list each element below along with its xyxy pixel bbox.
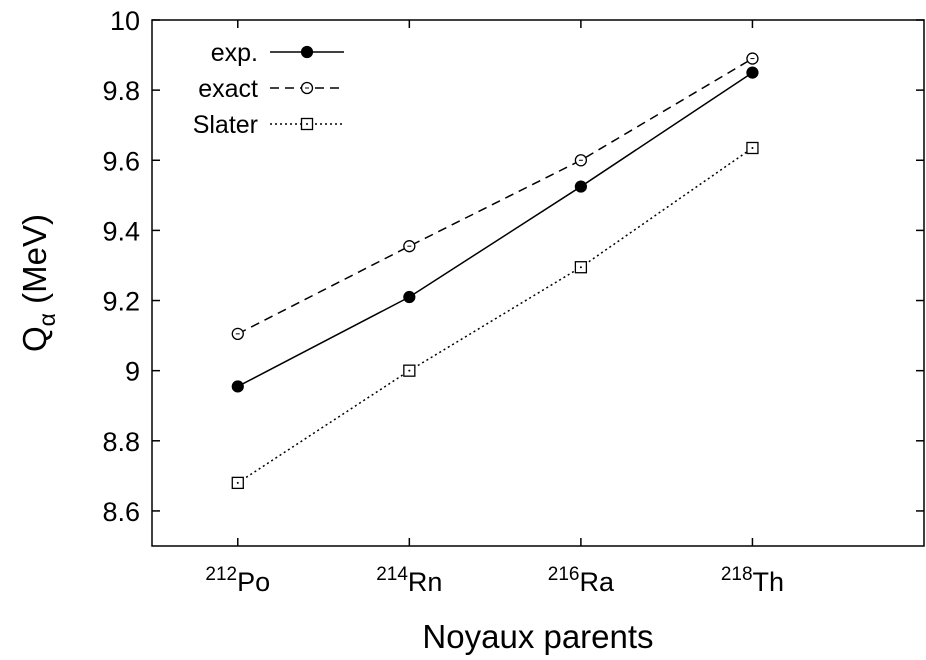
data-point: [746, 141, 759, 155]
legend-marker: [300, 117, 314, 131]
legend-item: exp.: [211, 39, 344, 67]
marker-dot: [751, 146, 754, 149]
y-tick-label: 9.2: [102, 287, 140, 317]
y-axis-label-sub: α: [34, 313, 60, 326]
legend-marker: [300, 81, 314, 95]
legend-label: exp.: [211, 39, 258, 67]
marker-dot: [408, 369, 411, 372]
y-tick-label: 9: [125, 357, 140, 387]
marker-dot: [579, 266, 582, 269]
x-axis-label: Noyaux parents: [422, 618, 653, 655]
legend-label: Slater: [193, 111, 258, 139]
series-slater: [231, 141, 759, 490]
data-point: [574, 180, 587, 193]
x-tick-label-mass: 212: [205, 564, 237, 585]
x-tick-label-element: Ra: [579, 567, 614, 597]
legend-label: exact: [198, 75, 258, 103]
data-point: [403, 240, 416, 253]
series-exp: [231, 66, 759, 393]
y-tick-label: 8.8: [102, 427, 140, 457]
data-point: [403, 364, 416, 377]
data-point: [231, 327, 244, 340]
legend: exp. exact Slater: [193, 39, 344, 139]
y-axis: 8.6 8.8 9 9.2 9.4 9.6 9.8 10: [102, 6, 924, 527]
y-tick-label: 9.4: [102, 216, 140, 246]
y-axis-label-group: Qα (MeV): [16, 214, 60, 352]
series-layer: [231, 52, 759, 490]
legend-item: exact: [198, 75, 344, 103]
x-tick-label: 216Ra: [548, 564, 615, 597]
x-tick-label-element: Po: [237, 567, 270, 597]
x-axis: 212Po 214Rn 216Ra 218Th: [205, 20, 784, 597]
legend-marker: [300, 45, 314, 59]
y-tick-label: 10: [110, 6, 140, 36]
legend-item: Slater: [193, 111, 344, 139]
series-line: [237, 57, 753, 335]
y-tick-label: 9.6: [102, 146, 140, 176]
marker-dot: [306, 123, 308, 125]
marker-dot: [236, 481, 239, 484]
x-tick-label: 214Rn: [376, 564, 442, 597]
x-tick-label: 218Th: [721, 564, 784, 597]
y-axis-label: Qα (MeV): [16, 214, 60, 352]
data-point: [574, 261, 588, 274]
y-axis-label-unit: (MeV): [16, 214, 53, 313]
data-point: [403, 290, 416, 304]
series-line: [237, 71, 753, 388]
series-line: [237, 147, 753, 484]
data-point: [746, 66, 759, 79]
data-point: [746, 52, 759, 65]
data-point: [574, 154, 588, 167]
x-tick-label-mass: 218: [721, 564, 753, 585]
x-tick-label: 212Po: [205, 564, 270, 597]
data-point: [231, 380, 244, 393]
x-tick-label-mass: 214: [376, 564, 408, 585]
y-axis-label-main: Q: [16, 326, 53, 352]
x-tick-label-element: Rn: [408, 567, 443, 597]
plot-frame: [151, 19, 925, 547]
y-tick-label: 9.8: [102, 76, 140, 106]
series-exact: [231, 52, 759, 340]
x-tick-label-element: Th: [753, 567, 785, 597]
x-tick-label-mass: 216: [548, 564, 580, 585]
y-tick-label: 8.6: [102, 497, 140, 527]
data-point: [231, 476, 244, 490]
